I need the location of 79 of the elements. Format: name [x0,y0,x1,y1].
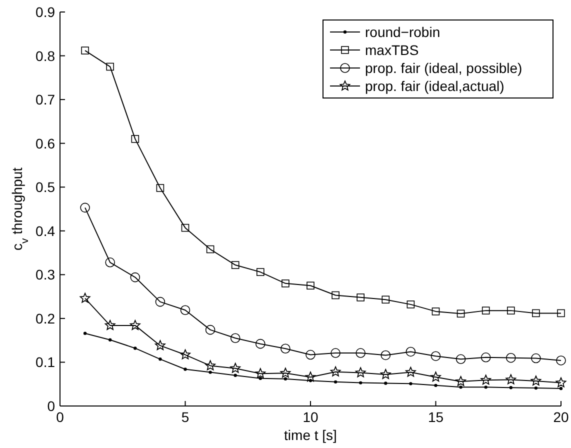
y-tick-label: 0.1 [36,354,56,370]
point [380,350,391,360]
point [531,353,541,364]
point [482,306,490,314]
point [205,324,216,335]
point [80,202,90,213]
x-tick-label: 15 [428,409,444,425]
legend-label: prop. fair (ideal, possible) [365,60,522,76]
legend-label: maxTBS [365,42,419,58]
point [456,376,466,386]
point [480,352,491,362]
point [456,310,465,318]
y-tick-label: 0.2 [36,310,56,326]
point [154,340,166,350]
y-tick-label: 0.8 [36,48,56,64]
point [356,294,364,302]
point [255,368,266,378]
point [332,291,340,300]
point [330,366,341,376]
y-tick-label: 0.7 [36,92,56,108]
point [231,261,240,269]
point [205,360,216,370]
point [130,320,140,330]
point [155,296,166,307]
y-tick-label: 0.3 [36,266,56,283]
point [355,367,366,378]
point [406,300,415,308]
point [430,351,441,361]
point [456,354,466,364]
point [530,376,542,386]
point [330,348,340,358]
point [432,308,440,316]
point [405,366,416,377]
point [557,309,565,318]
point [430,372,441,382]
point [305,372,316,382]
point [256,268,264,276]
point [256,338,266,349]
x-tick-label: 5 [181,409,190,425]
point [306,350,316,360]
point [506,374,516,384]
y-tick-label: 0 [47,398,56,414]
point [506,352,516,363]
point [556,377,566,388]
point [131,135,140,143]
point [206,245,214,254]
point [104,320,116,330]
point [507,306,515,314]
point [80,292,90,303]
point [180,305,190,316]
point [280,368,291,378]
legend-label: prop. fair (ideal,actual) [365,78,504,94]
point [181,224,190,232]
y-tick-label: 0.5 [36,179,56,196]
point [382,296,390,304]
point [81,46,89,54]
legend-label: round−robin [365,24,440,40]
x-tick-label: 20 [553,409,569,425]
point [532,309,540,318]
point [105,258,115,268]
point [406,346,416,357]
point [280,344,290,354]
point [356,348,366,358]
point [282,280,290,288]
y-tick-label: 0.6 [36,135,56,152]
point [130,272,140,282]
point [180,349,190,360]
y-tick-label: 0.4 [36,222,56,239]
point [230,333,240,344]
x-tick-label: 10 [302,409,318,425]
point [230,362,241,373]
point [156,184,164,192]
point [380,369,391,379]
point [106,62,114,71]
y-tick-label: 0.9 [36,4,56,20]
point [306,282,314,290]
point [556,356,566,366]
x-axis-title: time t [s] [284,427,337,443]
point [480,374,492,385]
